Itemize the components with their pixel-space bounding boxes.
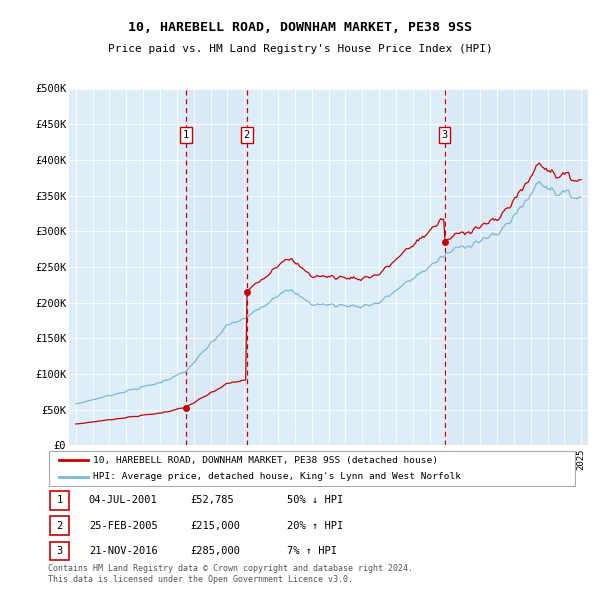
Text: 3: 3	[442, 130, 448, 140]
Bar	[445, 88, 588, 445]
Text: 2: 2	[56, 521, 62, 530]
Text: 10, HAREBELL ROAD, DOWNHAM MARKET, PE38 9SS (detached house): 10, HAREBELL ROAD, DOWNHAM MARKET, PE38 …	[93, 455, 438, 464]
Text: 21-NOV-2016: 21-NOV-2016	[89, 546, 158, 556]
Text: 3: 3	[56, 546, 62, 556]
FancyBboxPatch shape	[49, 451, 575, 486]
Text: £285,000: £285,000	[191, 546, 241, 556]
FancyBboxPatch shape	[50, 516, 69, 535]
Text: 25-FEB-2005: 25-FEB-2005	[89, 521, 158, 530]
FancyBboxPatch shape	[50, 491, 69, 510]
Text: 20% ↑ HPI: 20% ↑ HPI	[287, 521, 343, 530]
Text: HPI: Average price, detached house, King's Lynn and West Norfolk: HPI: Average price, detached house, King…	[93, 473, 461, 481]
Text: 7% ↑ HPI: 7% ↑ HPI	[287, 546, 337, 556]
Text: Price paid vs. HM Land Registry's House Price Index (HPI): Price paid vs. HM Land Registry's House …	[107, 44, 493, 54]
Text: 04-JUL-2001: 04-JUL-2001	[89, 496, 158, 505]
Text: 10, HAREBELL ROAD, DOWNHAM MARKET, PE38 9SS: 10, HAREBELL ROAD, DOWNHAM MARKET, PE38 …	[128, 21, 472, 34]
Text: £52,785: £52,785	[191, 496, 235, 505]
Text: 1: 1	[183, 130, 189, 140]
Text: 1: 1	[56, 496, 62, 505]
Text: 50% ↓ HPI: 50% ↓ HPI	[287, 496, 343, 505]
Bar	[186, 88, 247, 445]
Text: 2: 2	[244, 130, 250, 140]
Text: This data is licensed under the Open Government Licence v3.0.: This data is licensed under the Open Gov…	[48, 575, 353, 584]
Text: £215,000: £215,000	[191, 521, 241, 530]
FancyBboxPatch shape	[50, 542, 69, 560]
Text: Contains HM Land Registry data © Crown copyright and database right 2024.: Contains HM Land Registry data © Crown c…	[48, 565, 413, 573]
